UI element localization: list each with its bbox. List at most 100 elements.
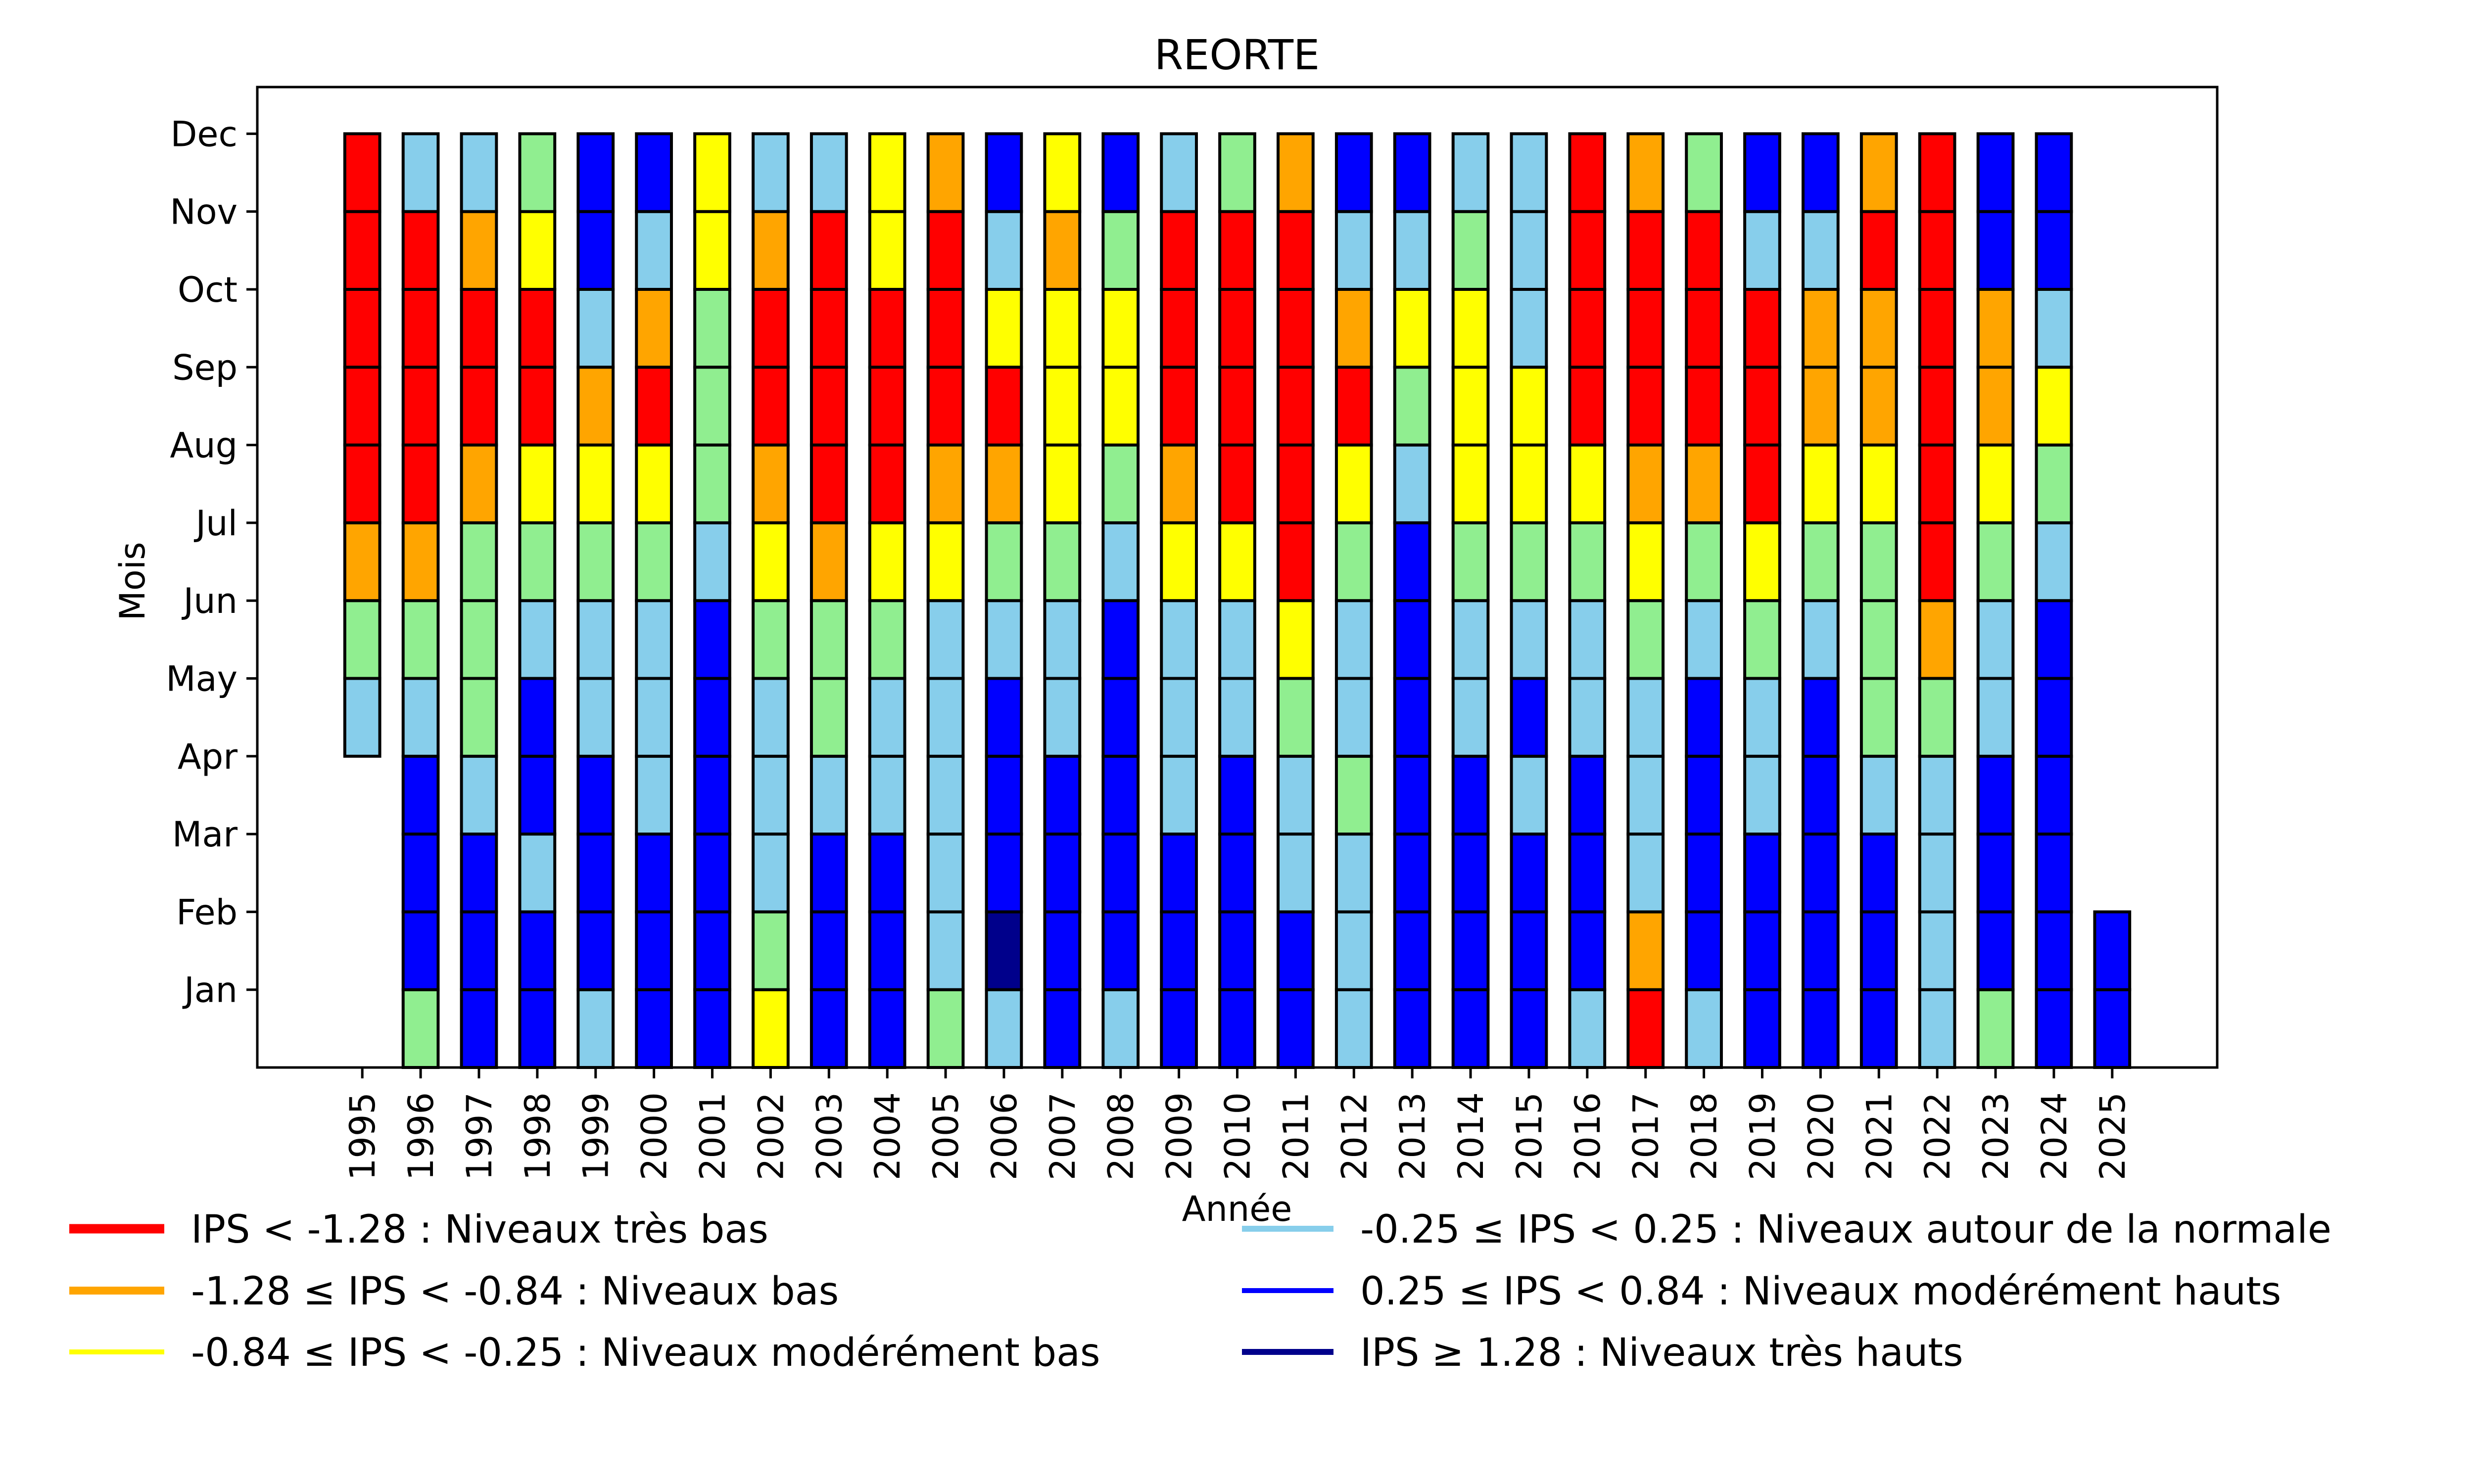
cell-2015-may — [1510, 677, 1548, 758]
x-axis: 1995 1996 1997 1998 1999 2000 2001 2002 2003 2004… — [342, 1067, 2133, 1180]
year-bar-2015 — [1510, 132, 1548, 1069]
x-tick-label: 2001 — [693, 1092, 733, 1180]
y-tick-label: Jan — [182, 970, 238, 1011]
cell-2002-jul — [752, 521, 790, 603]
x-tick-label: 1998 — [518, 1092, 558, 1180]
cell-2019-jul — [1743, 521, 1781, 603]
x-tick-label: 2018 — [1684, 1092, 1725, 1180]
cell-1995-dec — [343, 132, 381, 213]
cell-2006-apr — [985, 754, 1023, 836]
cell-2012-jan — [1334, 988, 1373, 1069]
cell-2020-sep — [1802, 366, 1840, 447]
cell-2004-feb — [868, 910, 906, 991]
cell-2003-dec — [809, 132, 848, 213]
cell-2015-aug — [1510, 443, 1548, 524]
cell-2022-jan — [1918, 988, 1956, 1069]
legend-item: IPS ≥ 1.28 : Niveaux très hauts — [1242, 1331, 1963, 1375]
cell-2013-nov — [1393, 210, 1431, 291]
cell-2011-jul — [1277, 521, 1315, 603]
cell-2001-apr — [693, 754, 731, 836]
cell-2022-sep — [1918, 366, 1956, 447]
cell-2016-may — [1568, 677, 1607, 758]
cell-2016-feb — [1568, 910, 1607, 991]
cell-2005-mar — [926, 833, 965, 914]
year-bar-2013 — [1393, 132, 1431, 1069]
cell-2007-aug — [1043, 443, 1082, 524]
cell-2022-aug — [1918, 443, 1956, 524]
legend-label: -0.84 ≤ IPS < -0.25 : Niveaux modérément… — [191, 1331, 1100, 1375]
cell-2021-apr — [1859, 754, 1898, 836]
cell-2024-jan — [2035, 988, 2073, 1069]
cell-2010-sep — [1218, 366, 1256, 447]
cell-2022-feb — [1918, 910, 1956, 991]
y-tick-label: Mar — [172, 814, 238, 855]
cell-2014-sep — [1451, 366, 1490, 447]
cell-2015-feb — [1510, 910, 1548, 991]
cell-2014-jan — [1451, 988, 1490, 1069]
year-bar-2002 — [752, 132, 790, 1069]
cell-1996-oct — [401, 287, 440, 369]
cell-2005-may — [926, 677, 965, 758]
cell-2014-aug — [1451, 443, 1490, 524]
year-bar-2007 — [1043, 132, 1082, 1069]
cell-2006-aug — [985, 443, 1023, 524]
year-bar-2025 — [2093, 910, 2132, 1069]
x-tick-label: 2003 — [809, 1092, 850, 1180]
cell-2011-feb — [1277, 910, 1315, 991]
cell-2008-jan — [1101, 988, 1140, 1069]
cell-2008-nov — [1101, 210, 1140, 291]
cell-2010-jan — [1218, 988, 1256, 1069]
cell-2003-oct — [809, 287, 848, 369]
cell-2001-sep — [693, 366, 731, 447]
cell-1999-jun — [576, 599, 615, 680]
cell-2004-jan — [868, 988, 906, 1069]
legend-item: 0.25 ≤ IPS < 0.84 : Niveaux modérément h… — [1242, 1269, 2281, 1314]
cell-2010-mar — [1218, 833, 1256, 914]
cell-2010-feb — [1218, 910, 1256, 991]
cell-2015-mar — [1510, 833, 1548, 914]
cell-2002-jan — [752, 988, 790, 1069]
cell-1997-sep — [460, 366, 498, 447]
cell-2009-feb — [1160, 910, 1198, 991]
cell-2001-feb — [693, 910, 731, 991]
cell-2024-jul — [2035, 521, 2073, 603]
cell-2013-oct — [1393, 287, 1431, 369]
x-tick-label: 2025 — [2093, 1092, 2133, 1180]
cell-2002-oct — [752, 287, 790, 369]
cell-2006-jun — [985, 599, 1023, 680]
cell-2021-sep — [1859, 366, 1898, 447]
cell-2012-sep — [1334, 366, 1373, 447]
cell-2004-mar — [868, 833, 906, 914]
cell-2009-oct — [1160, 287, 1198, 369]
cell-2004-sep — [868, 366, 906, 447]
cell-2017-jan — [1626, 988, 1665, 1069]
cell-2014-may — [1451, 677, 1490, 758]
cell-2017-apr — [1626, 754, 1665, 836]
cell-2012-jun — [1334, 599, 1373, 680]
cell-2012-aug — [1334, 443, 1373, 524]
x-tick-label: 2014 — [1451, 1092, 1491, 1180]
cell-2023-jan — [1976, 988, 2015, 1069]
cell-2013-jul — [1393, 521, 1431, 603]
cell-2005-jun — [926, 599, 965, 680]
cell-2016-sep — [1568, 366, 1607, 447]
cell-2004-may — [868, 677, 906, 758]
cell-2020-feb — [1802, 910, 1840, 991]
legend-item: -0.25 ≤ IPS < 0.25 : Niveaux autour de l… — [1242, 1207, 2331, 1252]
cell-2001-jan — [693, 988, 731, 1069]
year-bar-2021 — [1859, 132, 1898, 1069]
cell-2012-oct — [1334, 287, 1373, 369]
cell-1996-sep — [401, 366, 440, 447]
cell-2011-sep — [1277, 366, 1315, 447]
x-tick-label: 1995 — [342, 1092, 383, 1180]
cell-2004-oct — [868, 287, 906, 369]
cell-2024-sep — [2035, 366, 2073, 447]
cell-2021-jan — [1859, 988, 1898, 1069]
cell-1998-may — [518, 677, 557, 758]
cell-2020-apr — [1802, 754, 1840, 836]
cell-2012-dec — [1334, 132, 1373, 213]
cell-2009-mar — [1160, 833, 1198, 914]
cell-2003-jan — [809, 988, 848, 1069]
cell-2013-aug — [1393, 443, 1431, 524]
cell-2018-oct — [1685, 287, 1723, 369]
